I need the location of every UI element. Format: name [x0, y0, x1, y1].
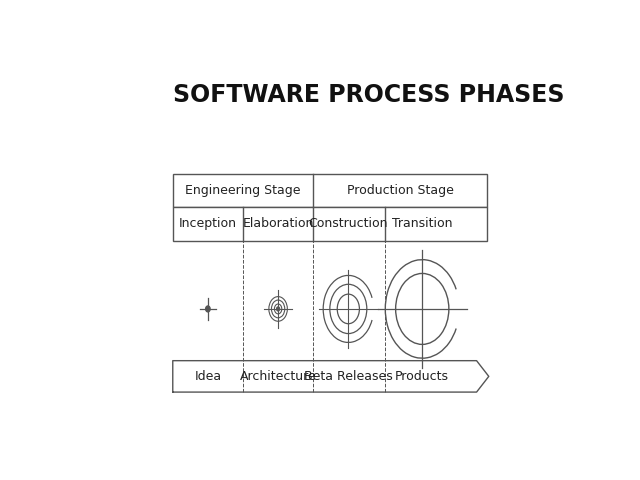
Text: Construction: Construction [308, 217, 388, 230]
Text: SOFTWARE PROCESS PHASES: SOFTWARE PROCESS PHASES [173, 84, 564, 108]
Text: Elaboration: Elaboration [243, 217, 314, 230]
Text: Beta Releases: Beta Releases [304, 370, 393, 383]
Text: Production Stage: Production Stage [347, 184, 454, 197]
Bar [173, 207, 487, 240]
Text: Transition: Transition [392, 217, 452, 230]
Bar [173, 174, 487, 207]
Ellipse shape [276, 307, 280, 311]
Text: Architecture: Architecture [240, 370, 316, 383]
Text: Engineering Stage: Engineering Stage [185, 184, 301, 197]
Text: Products: Products [396, 370, 449, 383]
Text: Idea: Idea [195, 370, 221, 383]
Text: Inception: Inception [179, 217, 237, 230]
Ellipse shape [205, 306, 210, 312]
